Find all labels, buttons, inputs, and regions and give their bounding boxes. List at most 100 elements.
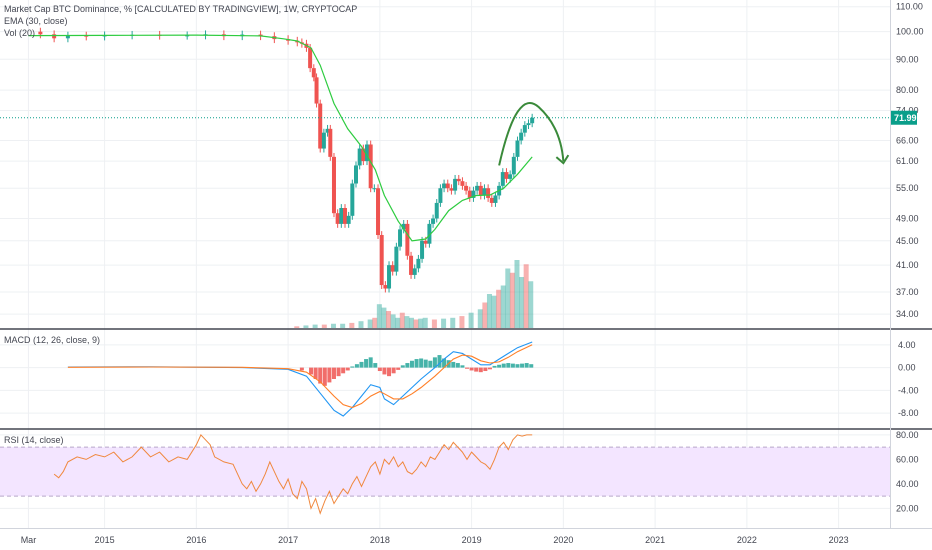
price-tick-label: 49.00 — [896, 213, 919, 223]
volume-bars — [294, 260, 534, 328]
macd-histogram-bar — [331, 367, 336, 379]
candle-body — [372, 188, 377, 190]
macd-histogram-bar — [437, 355, 442, 368]
macd-histogram-bar — [396, 367, 401, 370]
candle-body — [185, 35, 190, 37]
volume-bar — [376, 304, 382, 328]
volume-bar — [500, 285, 506, 328]
macd-histogram-bar — [336, 367, 341, 377]
rsi-legend: RSI (14, close) — [4, 434, 64, 446]
volume-bar — [367, 319, 373, 328]
candle-body — [84, 35, 89, 37]
time-axis[interactable]: Mar 2015 2016 2017 2018 2019 2020 2021 2022 2023 — [21, 535, 849, 545]
candle-body — [449, 188, 454, 191]
candle-body — [508, 174, 513, 179]
candle-body — [409, 255, 414, 275]
macd-histogram-bar — [419, 358, 424, 368]
macd-histogram-bar — [478, 367, 483, 373]
candle-body — [365, 144, 370, 162]
macd-histogram-bar — [428, 360, 433, 368]
last-price-label: 71.99 — [894, 113, 917, 123]
rsi-title: RSI (14, close) — [4, 435, 64, 445]
volume-bar — [340, 323, 346, 328]
macd-histogram-bar — [492, 365, 497, 368]
candle-body — [308, 47, 313, 69]
price-tick-label: 61.00 — [896, 156, 919, 166]
candle-body — [339, 208, 344, 224]
pane-separators[interactable] — [0, 0, 932, 529]
volume-bar — [381, 307, 387, 328]
price-tick-label: 80.00 — [896, 85, 919, 95]
macd-histogram-bar — [515, 364, 520, 368]
volume-bar — [413, 319, 419, 328]
candle-body — [405, 223, 410, 256]
price-tick-label: 34.00 — [896, 309, 919, 319]
macd-line — [67, 341, 533, 417]
price-axis[interactable]: 110.00 100.00 90.00 80.00 74.00 66.00 61.00 55.… — [891, 2, 924, 514]
time-tick-label: 2022 — [737, 535, 757, 545]
candle-body — [52, 34, 57, 39]
volume-bar — [386, 311, 392, 328]
volume-bar — [491, 295, 497, 328]
volume-bar — [468, 312, 474, 328]
macd-histogram-bar — [414, 359, 419, 368]
ema-legend: EMA (30, close) — [4, 16, 68, 26]
signal-line — [67, 344, 533, 409]
macd-histogram-bar — [359, 361, 364, 368]
volume-bar — [509, 272, 515, 328]
candle-body — [325, 128, 330, 133]
macd-histogram-bar — [501, 363, 506, 368]
price-tick-label: 66.00 — [896, 135, 919, 145]
chart-title: Market Cap BTC Dominance, % [CALCULATED … — [4, 4, 358, 14]
candle-body — [420, 240, 425, 259]
macd-histogram-bar — [460, 365, 465, 368]
candle-body — [453, 178, 458, 191]
candle-body — [379, 235, 384, 286]
time-tick-label: 2018 — [370, 535, 390, 545]
macd-histogram-bar — [469, 367, 474, 371]
candle-body — [331, 156, 336, 214]
candle-body — [311, 68, 316, 78]
candle-body — [361, 148, 366, 162]
candle-body — [318, 103, 323, 149]
annotation-arrowhead — [555, 154, 570, 165]
candle-body — [475, 185, 480, 191]
volume-bar — [330, 323, 336, 328]
rsi-band-fill — [0, 447, 890, 497]
price-candles — [0, 27, 890, 293]
volume-bar — [372, 317, 378, 328]
macd-histogram-bar — [483, 367, 488, 372]
macd-histogram-bar — [451, 361, 456, 368]
candle-body — [478, 185, 483, 196]
macd-histogram-bar — [309, 367, 314, 375]
volume-bar — [418, 318, 424, 328]
macd-histogram-bar — [341, 367, 346, 374]
macd-histogram-bar — [474, 367, 479, 372]
price-tick-label: 90.00 — [896, 54, 919, 64]
candle-body — [357, 148, 362, 166]
price-tick-label: 45.00 — [896, 236, 919, 246]
candle-body — [489, 197, 494, 203]
candle-body — [412, 268, 417, 275]
volume-bar — [528, 281, 534, 328]
candle-body — [522, 125, 527, 133]
candle-body — [342, 208, 347, 224]
macd-histogram-bar — [327, 367, 332, 383]
macd-histogram-bar — [510, 363, 515, 368]
macd-tick-label: 0.00 — [898, 363, 916, 373]
last-price-badge[interactable] — [891, 110, 917, 125]
macd-tick-label: 4.00 — [898, 340, 916, 350]
ema-line — [28, 34, 533, 242]
volume-bar — [514, 260, 520, 328]
macd-histogram-bar — [400, 365, 405, 368]
candle-body — [394, 246, 399, 272]
macd-histogram-bar — [382, 367, 387, 375]
macd-pane — [67, 341, 534, 417]
candle-body — [398, 229, 403, 247]
candle-body — [38, 31, 43, 35]
time-tick-label: 2023 — [829, 535, 849, 545]
rsi-tick-label: 60.00 — [896, 454, 919, 464]
macd-histogram-bar — [423, 359, 428, 368]
main-legend: Market Cap BTC Dominance, % [CALCULATED … — [4, 3, 357, 39]
